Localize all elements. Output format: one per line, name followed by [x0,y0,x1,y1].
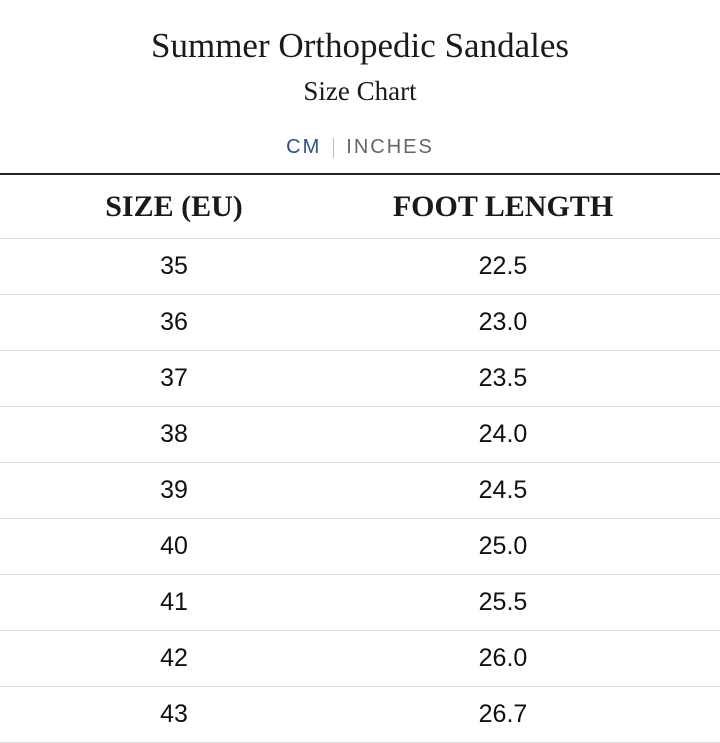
tab-cm[interactable]: CM [286,136,322,158]
table-row: 36 23.0 [0,295,720,351]
title: Summer Orthopedic Sandales [151,26,569,65]
length-cell: 25.5 [478,588,528,616]
length-cell: 23.5 [478,364,528,392]
length-cell: 24.0 [478,420,528,448]
length-cell: 23.0 [478,308,528,336]
size-table: SIZE (EU) FOOT LENGTH 35 22.5 36 23.0 37 23.5… [0,173,720,743]
table-row: 41 25.5 [0,575,720,631]
size-cell: 39 [160,476,188,504]
length-cell: 22.5 [478,252,528,280]
header-row: SIZE (EU) FOOT LENGTH [0,175,720,239]
size-cell: 37 [160,364,188,392]
size-cell: 35 [160,252,188,280]
size-cell: 36 [160,308,188,336]
tab-divider [333,137,335,158]
table-row: 39 24.5 [0,463,720,519]
size-cell: 40 [160,532,188,560]
size-cell: 41 [160,588,188,616]
length-cell: 24.5 [478,476,528,504]
column-header: SIZE (EU) [105,189,243,223]
unit-tabs: CM INCHES [0,136,720,159]
length-cell: 25.0 [478,532,528,560]
column-header: FOOT LENGTH [392,189,614,223]
size-cell: 38 [160,420,188,448]
page: Summer Orthopedic Sandales Size Chart CM… [0,26,720,743]
subtitle: Size Chart [303,76,417,106]
tab-inches[interactable]: INCHES [346,136,434,158]
table-row: 40 25.0 [0,519,720,575]
table-row: 37 23.5 [0,351,720,407]
size-cell: 42 [160,644,188,672]
length-cell: 26.7 [478,700,528,728]
table-row: 38 24.0 [0,407,720,463]
table-row: 35 22.5 [0,239,720,295]
table-row: 42 26.0 [0,631,720,687]
length-cell: 26.0 [478,644,528,672]
table-row: 43 26.7 [0,687,720,743]
size-cell: 43 [160,700,188,728]
